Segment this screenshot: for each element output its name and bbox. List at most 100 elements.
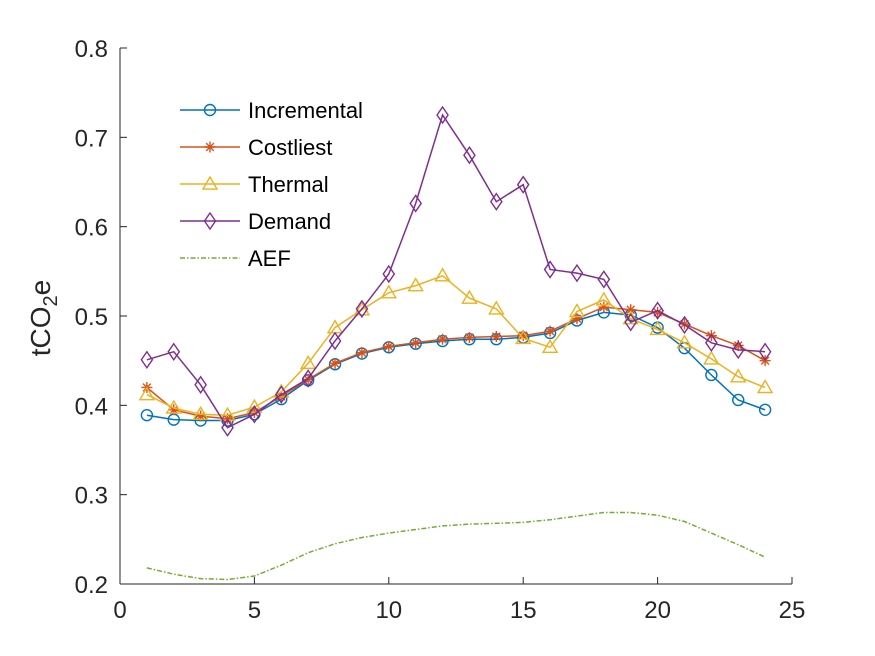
data-point bbox=[194, 375, 207, 395]
data-point bbox=[409, 194, 423, 213]
series-line bbox=[146, 311, 766, 422]
data-point bbox=[382, 264, 396, 284]
data-point bbox=[758, 403, 772, 416]
data-point bbox=[488, 300, 505, 315]
data-point bbox=[649, 321, 666, 336]
data-point bbox=[248, 405, 261, 424]
series-line bbox=[146, 113, 766, 429]
axes bbox=[119, 47, 793, 585]
data-point bbox=[434, 267, 451, 282]
data-point bbox=[301, 369, 315, 388]
legend-label: Costliest bbox=[248, 135, 332, 160]
data-point bbox=[353, 301, 371, 316]
data-point bbox=[437, 333, 449, 345]
tick-labels: 0 5 10 15 20 25 0.2 0.3 0.4 0.5 0.6 0.7 0.8 bbox=[75, 36, 806, 624]
legend-entry-incremental: Incremental bbox=[180, 98, 363, 123]
data-point bbox=[140, 408, 154, 422]
data-point bbox=[703, 350, 720, 365]
data-point bbox=[274, 385, 288, 404]
data-point bbox=[705, 333, 718, 353]
series-line bbox=[146, 274, 766, 416]
data-point bbox=[516, 175, 530, 194]
data-point bbox=[356, 347, 368, 359]
legend-marker bbox=[203, 211, 217, 231]
legend: Incremental Costliest Thermal Demand AEF bbox=[180, 98, 363, 271]
y-tick-label: 0.5 bbox=[75, 304, 108, 331]
data-point bbox=[676, 334, 693, 349]
x-tick-label: 15 bbox=[510, 597, 537, 624]
legend-entry-aef: AEF bbox=[180, 246, 291, 271]
data-point bbox=[731, 340, 745, 360]
data-point bbox=[543, 260, 557, 279]
data-point bbox=[329, 357, 341, 369]
legend-label: AEF bbox=[248, 246, 291, 271]
data-point bbox=[652, 306, 664, 318]
series-demand bbox=[140, 105, 772, 437]
legend-marker bbox=[204, 141, 216, 153]
data-point bbox=[597, 270, 611, 289]
data-point bbox=[355, 299, 369, 319]
data-point bbox=[328, 331, 342, 351]
y-tick-label: 0.7 bbox=[75, 125, 108, 152]
data-point bbox=[758, 342, 772, 361]
x-tick-label: 5 bbox=[248, 597, 261, 624]
data-point bbox=[299, 354, 317, 370]
data-point bbox=[517, 330, 529, 342]
data-point bbox=[302, 373, 314, 385]
y-tick-label: 0.8 bbox=[75, 36, 108, 63]
series-line bbox=[146, 306, 766, 420]
x-tick-label: 10 bbox=[375, 597, 402, 624]
x-tick-label: 0 bbox=[113, 597, 126, 624]
legend-label: Demand bbox=[248, 209, 331, 234]
data-point bbox=[138, 386, 156, 401]
series-aef bbox=[146, 511, 766, 581]
data-point bbox=[651, 301, 664, 320]
legend-label: Incremental bbox=[248, 98, 363, 123]
data-point bbox=[678, 315, 691, 335]
data-point bbox=[436, 105, 449, 125]
data-point bbox=[140, 350, 154, 370]
y-axis-label: tCO2e bbox=[25, 280, 62, 356]
data-point bbox=[246, 398, 263, 413]
y-tick-label: 0.4 bbox=[75, 393, 108, 420]
data-point bbox=[165, 399, 182, 414]
data-point bbox=[407, 277, 424, 292]
data-point bbox=[625, 304, 637, 316]
series-layer bbox=[138, 105, 774, 581]
data-point bbox=[221, 418, 234, 437]
series-line bbox=[146, 511, 766, 581]
data-point bbox=[383, 340, 395, 352]
legend-label: Thermal bbox=[248, 172, 329, 197]
x-tick-label: 25 bbox=[779, 597, 806, 624]
data-point bbox=[570, 263, 584, 283]
data-point bbox=[410, 337, 422, 349]
y-tick-label: 0.6 bbox=[75, 215, 108, 242]
series-incremental bbox=[140, 306, 772, 427]
data-point bbox=[463, 145, 476, 165]
data-point bbox=[192, 405, 209, 421]
data-point bbox=[571, 313, 583, 325]
data-point bbox=[461, 289, 478, 304]
data-point bbox=[756, 379, 774, 394]
legend-marker bbox=[203, 103, 217, 117]
legend-entry-thermal: Thermal bbox=[180, 172, 329, 197]
data-point bbox=[195, 410, 207, 422]
data-point bbox=[463, 331, 475, 343]
data-point bbox=[598, 301, 610, 313]
series-thermal bbox=[138, 267, 774, 421]
data-point bbox=[732, 339, 744, 351]
data-point bbox=[489, 192, 503, 211]
data-point bbox=[380, 284, 398, 299]
y-axis-label-subscript: 2 bbox=[40, 295, 62, 306]
legend-marker bbox=[201, 175, 219, 190]
data-point bbox=[624, 313, 638, 332]
data-point bbox=[730, 368, 747, 383]
data-point bbox=[326, 319, 344, 334]
y-axis-label-main: tCO bbox=[25, 306, 56, 356]
data-point bbox=[167, 342, 181, 361]
data-point bbox=[568, 303, 586, 318]
data-point bbox=[490, 331, 502, 343]
y-axis-label-tail: e bbox=[25, 280, 56, 296]
data-point bbox=[168, 404, 180, 416]
